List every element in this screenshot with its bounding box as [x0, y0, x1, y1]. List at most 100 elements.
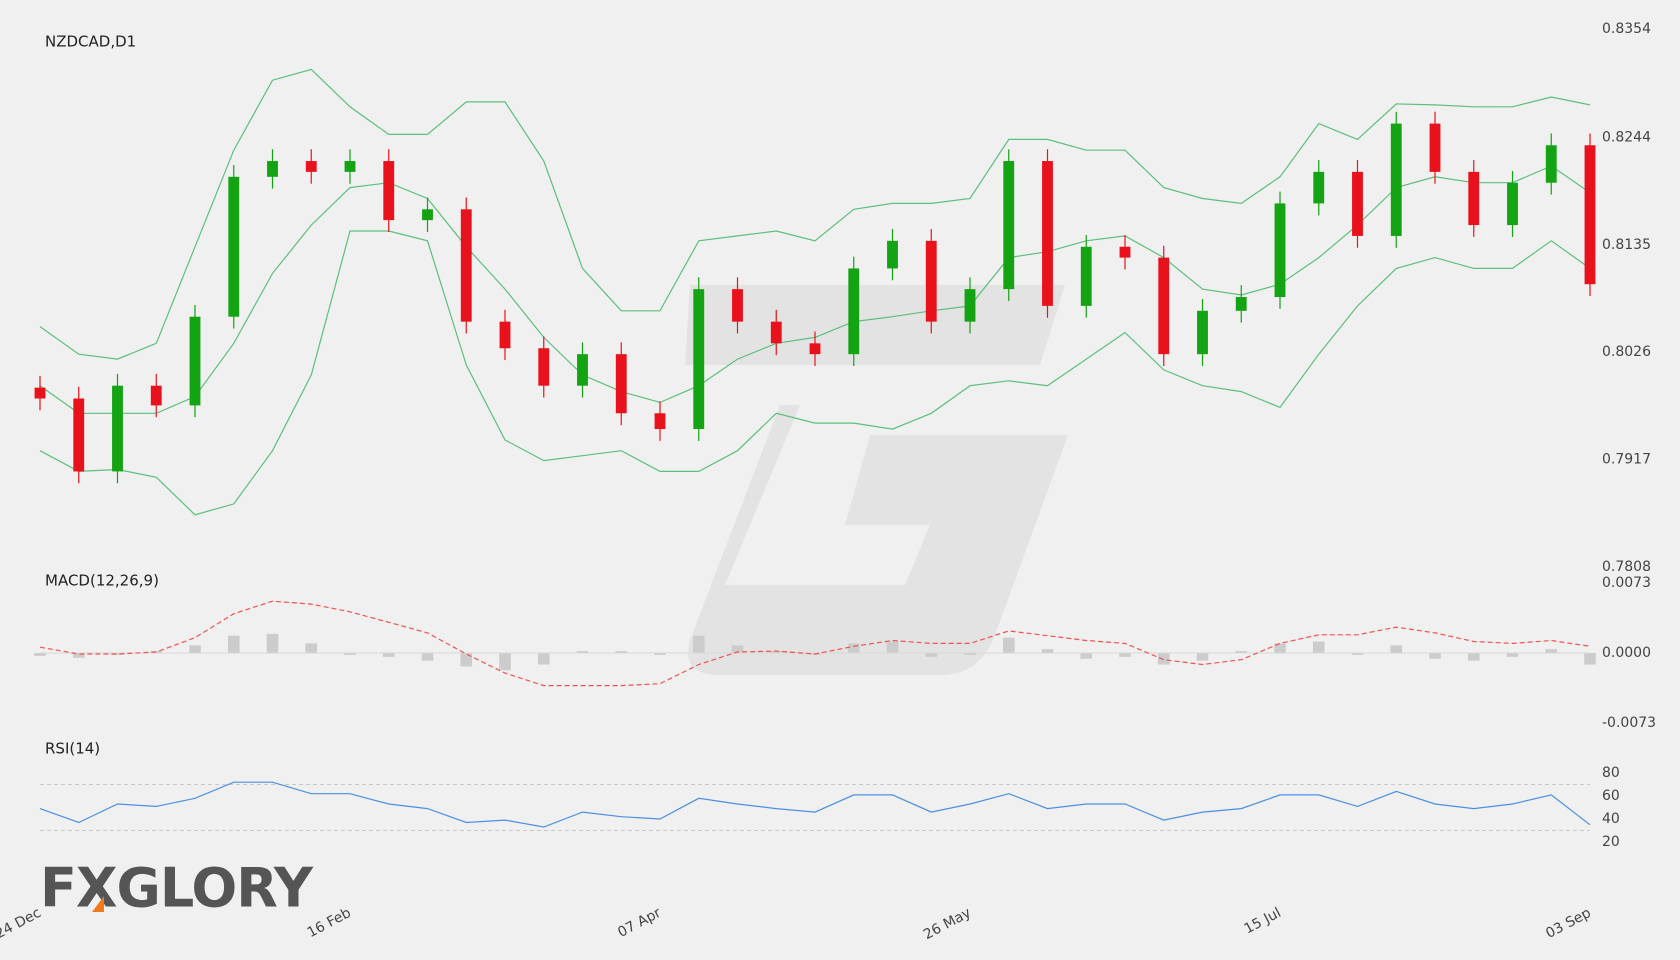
y-tick-label: 0.8244	[1602, 129, 1651, 145]
watermark	[685, 285, 1068, 675]
macd-bar	[576, 651, 589, 653]
candle-body	[422, 209, 433, 221]
candle-body	[1429, 123, 1441, 172]
macd-bar	[1584, 653, 1596, 665]
macd-bar	[964, 653, 976, 655]
y-tick-label: 40	[1602, 811, 1620, 827]
macd-bar	[692, 635, 705, 653]
macd-bar	[731, 645, 744, 653]
macd-bar	[1002, 637, 1015, 653]
rsi-title: RSI(14)	[45, 740, 100, 758]
y-tick-label: 0.7808	[1602, 559, 1651, 575]
macd-bar	[537, 653, 550, 665]
macd-bar	[72, 653, 85, 658]
macd-bar	[925, 653, 938, 657]
candle-body	[1468, 171, 1480, 226]
macd-bar	[1235, 651, 1248, 653]
candle-body	[112, 385, 123, 472]
candle-body	[964, 289, 976, 322]
candle-body	[615, 354, 627, 414]
candle-body	[925, 240, 937, 322]
candle-body	[189, 316, 201, 406]
candle-body	[1313, 171, 1325, 204]
macd-bar	[770, 651, 783, 653]
candle-body	[344, 161, 356, 172]
macd-bar	[1429, 653, 1441, 659]
x-tick-label: 15 Jul	[1242, 905, 1284, 938]
macd-bar	[344, 653, 356, 655]
candle-body	[1235, 297, 1247, 311]
candle-body	[73, 398, 85, 472]
candle-body	[1197, 310, 1208, 355]
macd-bar	[460, 653, 473, 667]
macd-bar	[654, 653, 666, 655]
macd-bar	[1274, 643, 1286, 653]
bollinger-band	[39, 230, 1591, 516]
macd-bar	[847, 643, 860, 653]
rsi-line	[39, 781, 1591, 828]
x-tick-label: 07 Apr	[615, 905, 664, 941]
candle-body	[770, 321, 782, 344]
candle-body	[1080, 246, 1092, 306]
macd-bar	[1196, 653, 1209, 661]
candle-body	[228, 176, 240, 317]
candle-body	[305, 161, 317, 172]
candle-body	[1158, 257, 1170, 355]
candle-body	[1352, 171, 1363, 236]
y-tick-label: 80	[1602, 765, 1620, 781]
brand: FXGLORY	[40, 857, 314, 920]
y-tick-label: 0.8135	[1602, 237, 1651, 253]
candle-body	[848, 268, 860, 355]
macd-bar	[886, 641, 899, 653]
candle-body	[1274, 203, 1286, 298]
candle-body	[34, 387, 46, 399]
x-tick-label: 03 Sep	[1543, 905, 1594, 942]
bollinger-band	[39, 68, 1591, 360]
candle-body	[1545, 145, 1557, 183]
macd-bar	[1390, 645, 1403, 653]
candle-body	[577, 354, 588, 386]
y-tick-label: 0.8026	[1602, 344, 1651, 360]
candle-body	[1042, 161, 1053, 306]
macd-bar	[305, 643, 318, 653]
macd-bar	[1467, 653, 1480, 661]
macd-bar	[1119, 653, 1131, 657]
candle-body	[1390, 123, 1402, 236]
candle-body	[267, 161, 278, 177]
macd-bar	[189, 645, 201, 653]
candle-body	[1584, 145, 1596, 285]
macd-bar	[1351, 653, 1364, 655]
macd-bar	[1312, 641, 1325, 653]
y-tick-label: 0.8354	[1602, 21, 1651, 37]
y-tick-label: 60	[1602, 788, 1620, 804]
y-tick-label: 20	[1602, 834, 1620, 850]
candle-body	[693, 289, 705, 430]
macd-bar	[227, 635, 240, 653]
macd-bar	[1041, 649, 1054, 653]
macd-bar	[499, 653, 511, 671]
price-title: NZDCAD,D1	[45, 33, 136, 51]
brand-logo: FXGLORY	[40, 857, 315, 920]
candle-body	[538, 348, 550, 386]
macd-title: MACD(12,26,9)	[45, 572, 159, 590]
candle-body	[1507, 182, 1518, 226]
x-tick-label: 16 Feb	[305, 905, 354, 941]
y-tick-label: -0.0073	[1602, 715, 1656, 731]
candle-body	[1003, 161, 1015, 290]
candle-body	[887, 240, 898, 269]
y-tick-label: 0.7917	[1602, 452, 1651, 468]
macd-bar	[111, 653, 124, 655]
signal-line	[39, 600, 1591, 687]
x-tick-label: 24 Dec	[0, 905, 44, 942]
y-tick-label: 0.0073	[1602, 575, 1651, 591]
candle-body	[1119, 246, 1131, 258]
macd-bar	[382, 653, 395, 657]
candle-body	[809, 343, 821, 355]
macd-bar	[1157, 653, 1170, 665]
candle-body	[460, 209, 472, 322]
candle-body	[499, 321, 511, 349]
macd-bar	[1506, 653, 1519, 657]
macd-bar	[34, 653, 46, 656]
